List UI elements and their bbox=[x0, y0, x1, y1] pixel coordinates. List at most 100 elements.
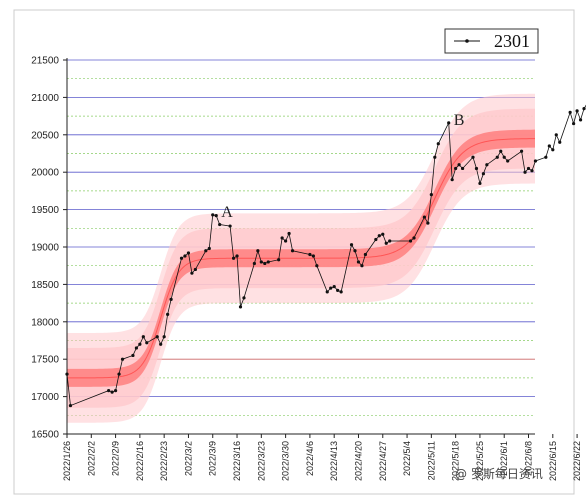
data-point bbox=[266, 260, 270, 264]
data-point bbox=[155, 335, 159, 339]
data-point bbox=[478, 181, 482, 186]
data-point bbox=[339, 290, 343, 294]
data-point bbox=[485, 163, 489, 167]
data-point bbox=[349, 243, 354, 247]
data-point bbox=[207, 246, 211, 251]
data-point bbox=[412, 236, 416, 240]
series-line bbox=[66, 104, 586, 407]
x-tick-label: 2022/2/23 bbox=[159, 441, 169, 481]
data-point bbox=[290, 249, 295, 253]
data-point bbox=[426, 221, 430, 225]
data-point bbox=[356, 260, 361, 264]
data-point bbox=[183, 254, 187, 258]
data-point bbox=[457, 163, 461, 167]
data-point bbox=[138, 342, 142, 346]
data-point bbox=[422, 215, 427, 219]
data-point bbox=[374, 237, 378, 242]
data-point bbox=[145, 341, 149, 345]
data-point bbox=[214, 213, 218, 218]
data-point bbox=[506, 159, 510, 163]
data-point bbox=[578, 118, 583, 122]
data-point bbox=[166, 312, 170, 316]
x-tick-label: 2022/6/22 bbox=[572, 441, 582, 481]
axes: 16500 17000 17500 18000 18500 19000 19500 20000… bbox=[31, 56, 582, 482]
data-point bbox=[186, 251, 191, 255]
figure-frame bbox=[13, 9, 575, 495]
data-point bbox=[544, 155, 548, 159]
data-point bbox=[572, 121, 576, 126]
data-point bbox=[218, 222, 222, 227]
x-tick-label: 2022/1/26 bbox=[62, 441, 72, 481]
y-tick-label: 17500 bbox=[31, 355, 59, 366]
data-point bbox=[360, 264, 364, 268]
data-point bbox=[211, 213, 215, 217]
data-point bbox=[308, 252, 312, 257]
x-tick-label: 2022/2/9 bbox=[111, 441, 121, 476]
data-point bbox=[110, 390, 114, 394]
y-tick-label: 18000 bbox=[31, 317, 59, 328]
data-point bbox=[131, 353, 135, 358]
data-point bbox=[204, 249, 208, 253]
x-tick-label: 2022/3/16 bbox=[232, 441, 242, 481]
x-tick-label: 2022/3/9 bbox=[208, 441, 218, 476]
series-2301 bbox=[65, 104, 586, 408]
data-point bbox=[65, 372, 69, 376]
data-point bbox=[558, 140, 562, 144]
data-point bbox=[68, 403, 73, 408]
data-point bbox=[231, 256, 236, 260]
data-point bbox=[523, 170, 527, 174]
data-point bbox=[190, 271, 194, 275]
y-tick-label: 21000 bbox=[31, 93, 59, 104]
y-tick-label: 16500 bbox=[31, 430, 59, 441]
data-point bbox=[429, 193, 433, 197]
x-tick-label: 2022/3/30 bbox=[281, 441, 291, 481]
data-point bbox=[179, 256, 184, 260]
data-point bbox=[159, 342, 163, 346]
data-point bbox=[547, 144, 551, 148]
x-tick-label: 2022/2/2 bbox=[86, 441, 96, 476]
data-point bbox=[113, 389, 118, 393]
data-point bbox=[436, 142, 440, 146]
annotation-a: A bbox=[221, 204, 233, 221]
x-tick-label: 2022/6/8 bbox=[524, 441, 534, 476]
data-point bbox=[460, 166, 465, 171]
data-point bbox=[474, 166, 479, 171]
data-point bbox=[235, 254, 239, 258]
y-tick-label: 19000 bbox=[31, 243, 59, 254]
trend-line bbox=[67, 138, 536, 379]
data-point bbox=[280, 236, 284, 240]
data-point bbox=[575, 109, 579, 113]
data-point bbox=[433, 155, 437, 159]
data-point bbox=[519, 149, 524, 153]
annotations: ABC bbox=[221, 112, 464, 221]
data-point bbox=[134, 346, 138, 350]
data-point bbox=[554, 133, 558, 137]
data-point bbox=[336, 288, 340, 292]
data-point bbox=[450, 178, 454, 182]
data-point bbox=[242, 296, 246, 300]
data-point bbox=[481, 172, 485, 176]
x-tick-label: 2022/5/18 bbox=[451, 441, 461, 481]
x-tick-label: 2022/5/4 bbox=[402, 441, 412, 476]
data-point bbox=[454, 166, 458, 171]
y-tick-label: 18500 bbox=[31, 280, 59, 291]
x-tick-label: 2022/5/25 bbox=[475, 441, 485, 481]
data-point bbox=[471, 155, 475, 159]
data-point bbox=[107, 389, 111, 393]
x-tick-label: 2022/6/1 bbox=[499, 441, 509, 476]
data-point bbox=[353, 249, 357, 253]
data-point bbox=[526, 166, 531, 171]
data-point bbox=[238, 305, 243, 309]
data-point bbox=[277, 258, 281, 262]
x-tick-label: 2022/5/11 bbox=[426, 441, 436, 480]
x-tick-label: 2022/2/16 bbox=[135, 441, 145, 481]
data-point bbox=[381, 232, 385, 236]
x-tick-label: 2022/4/20 bbox=[353, 441, 363, 481]
data-point bbox=[284, 239, 288, 243]
x-tick-label: 2022/4/27 bbox=[378, 441, 388, 481]
data-point bbox=[499, 149, 503, 153]
legend-marker bbox=[465, 39, 469, 43]
data-point bbox=[447, 121, 451, 125]
